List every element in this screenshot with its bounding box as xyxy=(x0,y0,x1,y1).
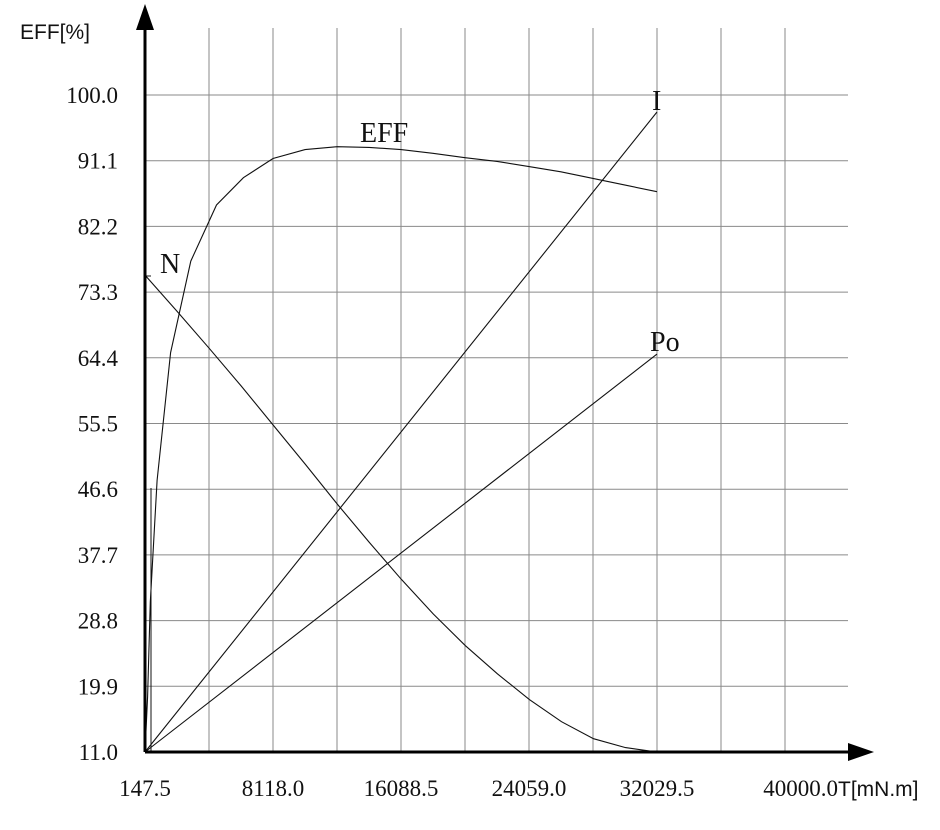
x-axis-arrow xyxy=(848,743,874,761)
x-tick-label-4: 32029.5 xyxy=(620,776,695,801)
y-tick-label-3: 37.7 xyxy=(78,543,118,568)
y-tick-label-6: 64.4 xyxy=(78,346,119,371)
y-tick-label-1: 19.9 xyxy=(78,674,118,699)
grid-vertical xyxy=(208,28,786,752)
x-tick-label-5: 40000.0 xyxy=(763,776,838,801)
x-tick-label-3: 24059.0 xyxy=(492,776,567,801)
y-tick-labels: 11.0 19.9 28.8 37.7 46.6 55.5 64.4 73.3 82.2 91.1… xyxy=(66,83,118,765)
series-line-po xyxy=(144,353,658,753)
series-label-eff: EFF xyxy=(360,118,408,149)
y-tick-label-7: 73.3 xyxy=(78,280,118,305)
series-line-n xyxy=(144,274,658,753)
y-axis-arrow xyxy=(136,4,154,30)
y-tick-label-0: 11.0 xyxy=(79,740,118,765)
grid-horizontal xyxy=(145,94,848,687)
series-label-i: I xyxy=(652,86,661,117)
x-tick-label-0: 147.5 xyxy=(119,776,171,801)
x-tick-labels: 147.5 8118.0 16088.5 24059.0 32029.5 40000.0 xyxy=(119,776,838,801)
series-line-i xyxy=(144,111,658,753)
y-tick-label-10: 100.0 xyxy=(66,83,118,108)
y-tick-label-9: 91.1 xyxy=(78,149,118,174)
y-tick-label-5: 55.5 xyxy=(78,412,118,437)
x-tick-label-1: 8118.0 xyxy=(242,776,304,801)
y-tick-label-4: 46.6 xyxy=(78,477,118,502)
series-label-po: Po xyxy=(650,327,680,358)
y-tick-label-2: 28.8 xyxy=(78,609,118,634)
x-axis-label: T[mN.m] xyxy=(838,778,918,801)
series-label-n: N xyxy=(160,249,180,280)
curves xyxy=(144,111,658,753)
x-tick-label-2: 16088.5 xyxy=(364,776,439,801)
series-line-eff xyxy=(144,146,658,753)
y-tick-label-8: 82.2 xyxy=(78,214,118,239)
y-axis-label: EFF[%] xyxy=(20,21,90,44)
